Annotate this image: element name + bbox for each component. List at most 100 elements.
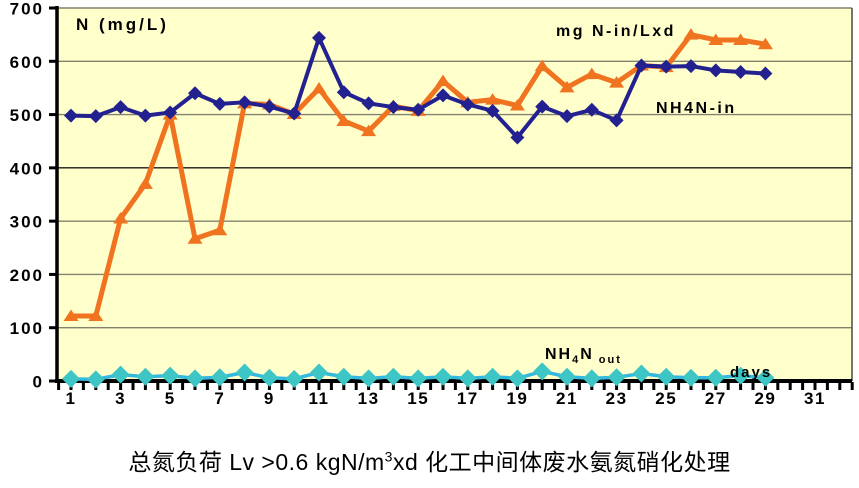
chart-title-superscript: 3 — [384, 448, 393, 465]
marker-nh4n-out — [186, 369, 204, 388]
nh4n-out-p2: N — [580, 346, 594, 363]
marker-nh4n-in — [659, 59, 674, 74]
marker-nh4n-out — [533, 362, 552, 381]
marker-mg-n-in-lxd — [137, 177, 153, 189]
marker-nh4n-out — [384, 367, 403, 386]
marker-nh4n-in — [609, 113, 624, 128]
marker-mg-n-in-lxd — [63, 309, 79, 321]
x-tick-label: 3 — [115, 389, 126, 408]
marker-mg-n-in-lxd — [733, 33, 749, 45]
x-tick-label: 31 — [804, 389, 826, 408]
marker-nh4n-out — [731, 366, 750, 385]
marker-nh4n-out — [334, 367, 353, 386]
plot-area — [57, 8, 852, 381]
marker-nh4n-in — [584, 102, 599, 117]
marker-mg-n-in-lxd — [509, 99, 525, 111]
marker-mg-n-in-lxd — [757, 37, 773, 50]
marker-nh4n-in — [708, 63, 723, 78]
marker-nh4n-in — [163, 105, 178, 120]
x-tick-label: 7 — [214, 389, 225, 408]
marker-nh4n-in — [733, 64, 748, 79]
marker-nh4n-in — [460, 97, 475, 112]
x-tick-label: 15 — [407, 389, 429, 408]
chart-title-part1: 总氮负荷 Lv >0.6 kgN/m — [128, 449, 385, 475]
marker-nh4n-out — [632, 364, 651, 383]
marker-nh4n-in — [188, 86, 202, 101]
x-tick-label: 1 — [66, 389, 77, 408]
marker-mg-n-in-lxd — [609, 76, 625, 88]
y-tick-label: 500 — [10, 106, 44, 125]
marker-nh4n-in — [436, 88, 450, 103]
marker-nh4n-out — [161, 366, 180, 385]
x-tick-label: 13 — [358, 389, 380, 408]
marker-nh4n-in — [212, 96, 227, 111]
marker-nh4n-in — [758, 66, 773, 81]
marker-nh4n-out — [310, 363, 328, 382]
marker-mg-n-in-lxd — [683, 28, 699, 40]
x-tick-label: 23 — [606, 389, 628, 408]
marker-nh4n-in — [262, 99, 277, 114]
marker-nh4n-out — [285, 369, 304, 388]
marker-nh4n-in — [634, 58, 649, 73]
marker-nh4n-out — [434, 367, 452, 386]
y-tick-label: 0 — [33, 373, 44, 392]
y-tick-label: 100 — [10, 319, 44, 338]
x-tick-label: 11 — [309, 389, 330, 408]
marker-mg-n-in-lxd — [559, 80, 575, 93]
marker-nh4n-out — [582, 369, 601, 388]
marker-nh4n-out — [111, 365, 130, 384]
marker-nh4n-out — [706, 368, 725, 387]
x-tick-label: 25 — [655, 389, 677, 408]
marker-nh4n-in — [411, 102, 426, 117]
marker-nh4n-out — [458, 369, 477, 388]
x-tick-label: 5 — [165, 389, 176, 408]
legend-label-nh4n-in: NH4N-in — [656, 100, 737, 117]
marker-nh4n-in — [684, 59, 698, 74]
marker-nh4n-in — [113, 100, 128, 115]
marker-mg-n-in-lxd — [708, 33, 724, 45]
marker-nh4n-in — [88, 109, 103, 124]
marker-mg-n-in-lxd — [113, 211, 129, 224]
chart-title: 总氮负荷 Lv >0.6 kgN/m3xd 化工中间体废水氨氮硝化处理 — [0, 443, 859, 477]
marker-nh4n-out — [260, 368, 279, 387]
marker-mg-n-in-lxd — [584, 67, 600, 80]
marker-nh4n-out — [508, 369, 527, 388]
marker-mg-n-in-lxd — [212, 223, 228, 236]
marker-mg-n-in-lxd — [336, 114, 352, 126]
marker-nh4n-in — [535, 99, 550, 114]
marker-mg-n-in-lxd — [534, 59, 550, 72]
marker-nh4n-out — [657, 367, 676, 386]
marker-nh4n-out — [136, 367, 155, 386]
marker-nh4n-in — [336, 85, 351, 100]
y-tick-label: 300 — [10, 213, 44, 232]
marker-mg-n-in-lxd — [435, 74, 451, 87]
y-tick-label: 600 — [10, 53, 44, 72]
marker-nh4n-out — [558, 367, 576, 386]
marker-mg-n-in-lxd — [485, 93, 501, 105]
legend-label-nh4n-out: NH4N out — [545, 346, 622, 366]
marker-nh4n-out — [359, 369, 378, 388]
marker-nh4n-in — [64, 108, 78, 123]
nh4n-out-p1: NH — [545, 346, 572, 363]
legend-label-mg-n-in-lxd: mg N-in/Lxd — [556, 23, 676, 40]
nh4n-out-sub-out: out — [599, 354, 622, 366]
marker-nh4n-out — [756, 368, 775, 387]
x-axis-title: days — [730, 364, 772, 381]
chart-title-part2: xd 化工中间体废水氨氮硝化处理 — [392, 449, 731, 475]
marker-nh4n-out — [409, 369, 428, 388]
marker-nh4n-in — [485, 103, 500, 118]
marker-nh4n-out — [607, 368, 626, 387]
marker-nh4n-out — [483, 367, 502, 386]
marker-nh4n-in — [287, 106, 302, 121]
x-tick-label: 27 — [705, 389, 727, 408]
y-tick-label: 700 — [10, 0, 44, 19]
marker-nh4n-in — [312, 30, 326, 45]
y-tick-label: 200 — [10, 266, 44, 285]
y-tick-label: 400 — [10, 159, 44, 178]
marker-nh4n-out — [62, 369, 80, 388]
nh4n-out-sub4: 4 — [572, 354, 580, 366]
marker-mg-n-in-lxd — [311, 81, 327, 94]
marker-mg-n-in-lxd — [88, 309, 104, 321]
